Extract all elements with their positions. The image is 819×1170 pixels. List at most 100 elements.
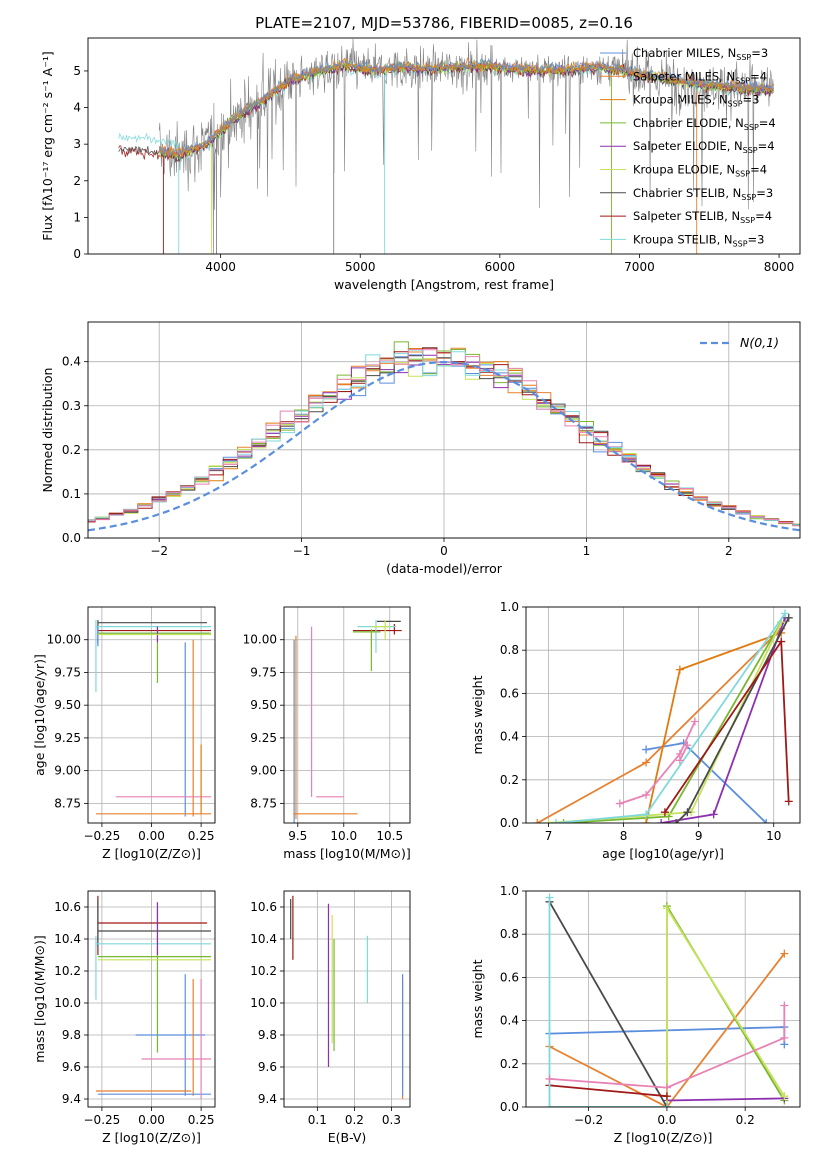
age_vs_mass-ytick-label: 8.75 [250, 796, 277, 810]
weight-point-marker [675, 756, 684, 765]
mass_vs_Z-ytick-label: 9.6 [62, 1060, 81, 1074]
residual_hist-plot-area [88, 341, 800, 532]
mass_vs_ebv-xtick-label: 0.3 [382, 1113, 401, 1127]
weight-point-marker [544, 819, 553, 823]
weight-series-line [645, 632, 782, 823]
weight_vs_age-axes: 7 8 9 10 0.0 0.2 0.4 0.6 0.8 1.0 age [log10(age/yr… [470, 600, 800, 861]
residual_hist-xtick-label: −1 [293, 544, 311, 558]
spectrum-frame [87, 37, 801, 255]
weight-point-marker [533, 819, 542, 823]
legend-label: N(0,1) [740, 335, 779, 350]
weight_vs_age-frame [525, 606, 801, 824]
mass_vs_Z-ytick-label: 9.8 [62, 1028, 81, 1042]
mass_vs_ebv-ytick-label: 10.4 [250, 932, 277, 946]
legend-label: Kroupa ELODIE, NSSP=4 [633, 163, 767, 179]
age_vs_mass-axes: 9.5 10.0 10.5 8.75 9.00 9.25 9.50 9.75 10.00 mass… [243, 607, 411, 861]
mass_vs_ebv-frame [283, 890, 411, 1108]
weight-point-marker [615, 799, 624, 808]
residual_hist-ylabel: Normed distribution [40, 368, 55, 493]
weight_vs_Z-ylabel: mass weight [470, 959, 485, 1038]
weight_vs_Z-ytick-label: 1.0 [500, 884, 519, 898]
weight-point-marker [762, 819, 771, 823]
weight-point-marker [660, 808, 669, 817]
age_vs_mass-frame [283, 606, 411, 824]
age_vs_Z-ytick-label: 9.00 [54, 764, 81, 778]
hist-step [88, 347, 800, 526]
spectrum-model-salpeter-miles [158, 57, 774, 157]
weight_vs_Z-xtick-label: 0.0 [657, 1113, 676, 1127]
weight-series-line [675, 617, 790, 823]
residual_hist-xtick-label: −2 [150, 544, 168, 558]
weight-point-marker [784, 797, 793, 806]
mass_vs_ebv-plot-area [290, 895, 404, 1099]
weight-point-marker [675, 665, 684, 674]
weight_vs_Z-ytick-label: 0.6 [500, 970, 519, 984]
age_vs_Z-xtick-label: −0.25 [84, 829, 121, 843]
age_vs_Z-xtick-label: 0.00 [138, 829, 165, 843]
weight_vs_age-ytick-label: 0.0 [500, 816, 519, 830]
residual_hist-ytick-label: 0.4 [62, 355, 81, 369]
spectrum-ytick-label: 2 [73, 174, 81, 188]
weight_vs_Z-xtick-label: 0.2 [736, 1113, 755, 1127]
weight_vs_Z-xlabel: Z [log10(Z/Z⊙)] [614, 1130, 713, 1145]
weight_vs_age-xtick-label: 8 [620, 829, 628, 843]
weight_vs_age-xlabel: age [log10(age/yr)] [602, 846, 724, 861]
legend-label: Salpeter STELIB, NSSP=4 [633, 209, 772, 225]
age_vs_Z-ytick-label: 10.00 [47, 633, 81, 647]
residual_hist-xtick-label: 0 [440, 544, 448, 558]
weight-point-marker [642, 790, 651, 799]
age_vs_mass-ytick-label: 9.00 [250, 764, 277, 778]
age_vs_mass-xtick-label: 10.5 [376, 829, 403, 843]
weight-series-line [666, 1097, 785, 1102]
mass_vs_Z-ytick-label: 10.2 [54, 964, 81, 978]
age_vs_Z-ytick-label: 9.50 [54, 698, 81, 712]
weight-point-marker [780, 1001, 789, 1010]
weight-series-line [563, 621, 782, 823]
legend-label: Kroupa STELIB, NSSP=3 [633, 232, 764, 248]
weight-series-line [549, 1084, 667, 1098]
weight_vs_age-xtick-label: 7 [545, 829, 553, 843]
spectrum-ylabel: Flux [fλ10⁻¹⁷ erg cm⁻² s⁻¹ A⁻¹] [40, 51, 55, 240]
mass_vs_ebv-ytick-label: 10.2 [250, 964, 277, 978]
weight-point-marker [657, 819, 666, 823]
weight-point-marker [642, 758, 651, 767]
mass_vs_ebv-xlabel: E(B-V) [328, 1130, 367, 1145]
weight-point-marker [642, 810, 651, 819]
spectrum-plot-area [118, 38, 774, 254]
weight_vs_age-plot-area [533, 609, 793, 823]
mass_vs_Z-ytick-label: 10.6 [54, 900, 81, 914]
mass_vs_ebv-ytick-label: 10.0 [250, 996, 277, 1010]
weight-point-marker [780, 609, 789, 618]
weight-series-line [679, 744, 689, 761]
age_vs_Z-axes: −0.25 0.00 0.25 8.75 9.00 9.25 9.50 9.75 10.00 Z … [32, 607, 215, 861]
age_vs_mass-ytick-label: 10.00 [243, 633, 277, 647]
mass_vs_ebv-xtick-label: 0.1 [308, 1113, 327, 1127]
spectrum-xtick-label: 4000 [205, 260, 236, 274]
weight-point-marker [780, 1092, 789, 1101]
spectrum-model-chabrier-miles [158, 57, 774, 156]
weight-series-line [645, 742, 767, 823]
legend-label: Salpeter MILES, NSSP=4 [633, 69, 767, 85]
mass_vs_ebv-ytick-label: 9.4 [258, 1092, 277, 1106]
weight-point-marker [780, 1033, 789, 1042]
mass_vs_Z-ytick-label: 10.0 [54, 996, 81, 1010]
weight-point-marker [784, 613, 793, 622]
weight-point-marker [545, 893, 554, 902]
residual_hist-xtick-label: 1 [583, 544, 591, 558]
weight-point-marker [545, 1074, 554, 1083]
legend-label: Salpeter ELODIE, NSSP=4 [633, 139, 775, 155]
spectrum-ytick-label: 1 [73, 210, 81, 224]
mass_vs_Z-ytick-label: 10.4 [54, 932, 81, 946]
weight-series-line [664, 638, 790, 813]
residual_hist-ytick-label: 0.0 [62, 531, 81, 545]
weight-point-marker [683, 741, 692, 750]
weight-point-marker [662, 1083, 671, 1092]
weight_vs_Z-plot-area [545, 893, 789, 1107]
weight_vs_age-xtick-label: 9 [695, 829, 703, 843]
mass_vs_Z-frame [87, 890, 216, 1108]
weight_vs_age-ylabel: mass weight [470, 675, 485, 754]
mass_vs_Z-xtick-label: 0.00 [138, 1113, 165, 1127]
mass_vs_ebv-ytick-label: 9.6 [258, 1060, 277, 1074]
weight_vs_Z-ytick-label: 0.2 [500, 1057, 519, 1071]
